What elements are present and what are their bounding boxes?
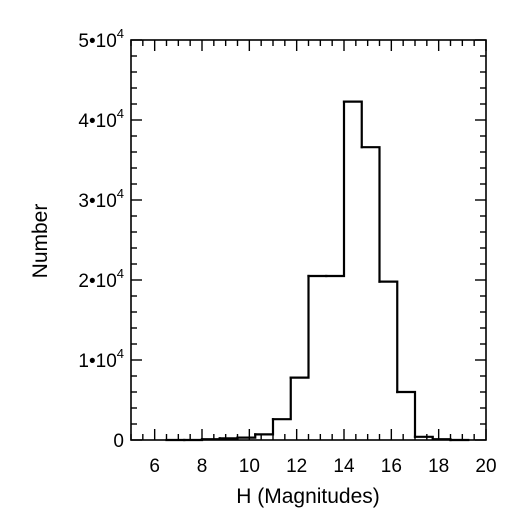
x-tick-label: 20 — [475, 456, 496, 477]
x-tick-labels: 6 8 10 12 14 16 18 20 — [149, 456, 496, 477]
histogram-bar — [289, 274, 310, 379]
x-tick-label: 10 — [239, 456, 260, 477]
y-tick-label: 0 — [113, 431, 124, 452]
x-tick-label: 6 — [149, 456, 160, 477]
histogram-bar — [325, 100, 346, 278]
histogram-bar — [254, 418, 275, 436]
histogram-bar — [236, 433, 257, 439]
y-tick-exponent: 4 — [117, 106, 124, 121]
y-tick-label: 4•104 — [78, 106, 124, 132]
histogram-bar — [360, 146, 381, 283]
y-tick-mantissa: 3•10 — [78, 191, 116, 212]
y-tick-exponent: 4 — [117, 346, 124, 361]
y-tick-mantissa: 2•10 — [78, 271, 116, 292]
y-tick-label: 3•104 — [78, 186, 124, 212]
y-tick-mantissa: 0 — [113, 431, 124, 452]
y-tick-exponent: 4 — [117, 266, 124, 281]
x-axis-label: H (Magnitudes) — [236, 485, 380, 508]
histogram-bar — [183, 438, 204, 442]
x-tick-label: 8 — [197, 456, 208, 477]
x-tick-label: 12 — [286, 456, 307, 477]
histogram-bar — [218, 436, 239, 440]
y-tick-mantissa: 4•10 — [78, 111, 116, 132]
histogram-bar — [200, 437, 221, 441]
y-tick-label: 1•104 — [78, 346, 124, 372]
y-tick-exponent: 4 — [117, 186, 124, 201]
y-tick-mantissa: 1•10 — [78, 351, 116, 372]
histogram-bar — [431, 438, 452, 442]
histogram-bar — [396, 390, 417, 438]
y-axis-label: Number — [29, 204, 52, 279]
histogram-bar — [378, 280, 399, 394]
y-tick-label: 2•104 — [78, 266, 124, 292]
x-axis-ticks — [130, 40, 487, 440]
plot-border — [130, 39, 487, 441]
plot-frame — [130, 39, 487, 441]
histogram-bar — [413, 435, 434, 441]
y-tick-exponent: 4 — [117, 26, 124, 41]
y-tick-mantissa: 5•10 — [78, 31, 116, 52]
histogram-bars — [165, 100, 470, 442]
y-tick-label: 5•104 — [78, 26, 124, 52]
histogram-bar — [271, 376, 292, 421]
x-tick-label: 16 — [381, 456, 402, 477]
histogram-bar — [342, 100, 363, 149]
x-tick-label: 14 — [333, 456, 355, 477]
y-axis-ticks — [131, 39, 486, 441]
x-tick-label: 18 — [428, 456, 449, 477]
